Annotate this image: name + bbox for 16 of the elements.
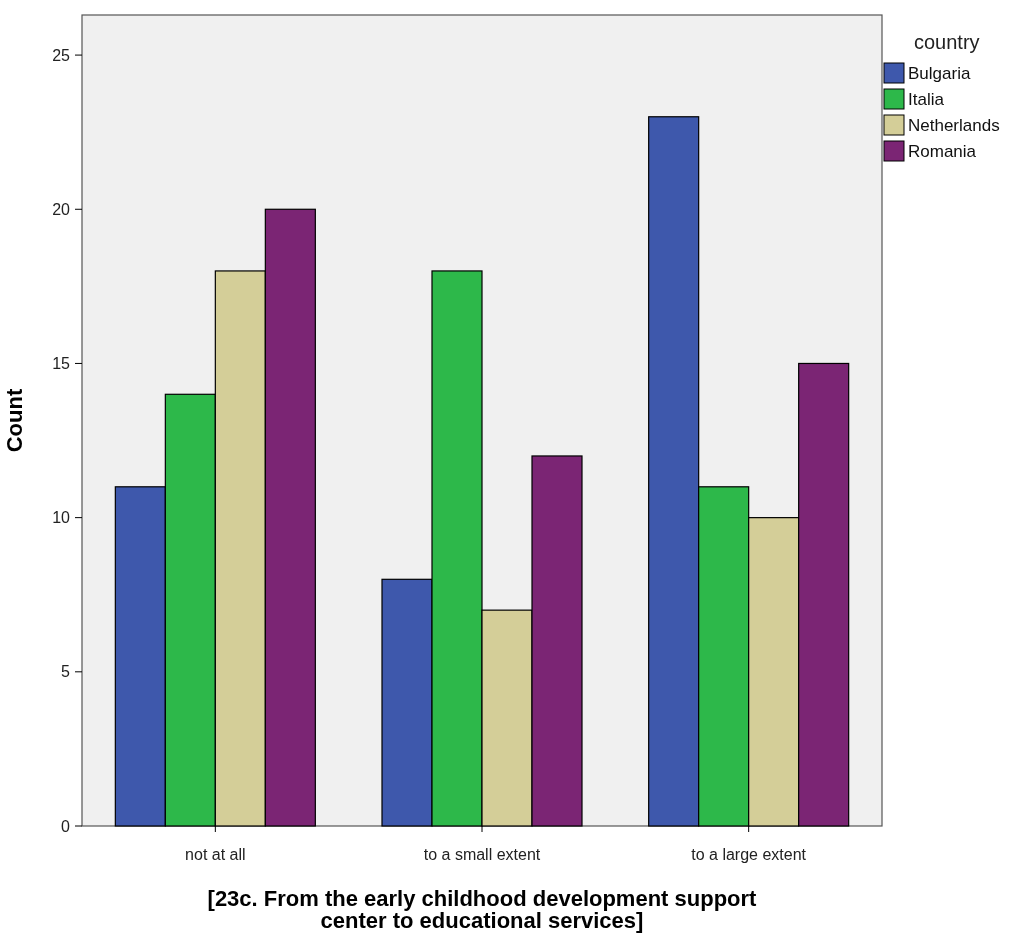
legend-label: Bulgaria xyxy=(908,63,971,83)
x-axis-title: [23c. From the early childhood development support center to educational services] xyxy=(207,886,758,933)
legend-label: Italia xyxy=(908,89,945,109)
legend-label: Netherlands xyxy=(908,115,1000,135)
y-tick-label: 5 xyxy=(61,663,71,681)
y-tick-label: 25 xyxy=(52,46,71,64)
y-tick-label: 20 xyxy=(52,200,71,218)
x-tick-label: to a small extent xyxy=(423,846,541,863)
y-tick-label: 10 xyxy=(52,509,71,527)
legend-title: country xyxy=(914,31,980,53)
x-tick-label: to a large extent xyxy=(691,846,807,863)
y-tick-label: 15 xyxy=(52,355,71,373)
y-tick-label: 0 xyxy=(61,817,71,835)
x-tick-label: not at all xyxy=(185,846,246,863)
legend-label: Romania xyxy=(908,141,977,161)
y-axis-title: Count xyxy=(2,388,27,453)
